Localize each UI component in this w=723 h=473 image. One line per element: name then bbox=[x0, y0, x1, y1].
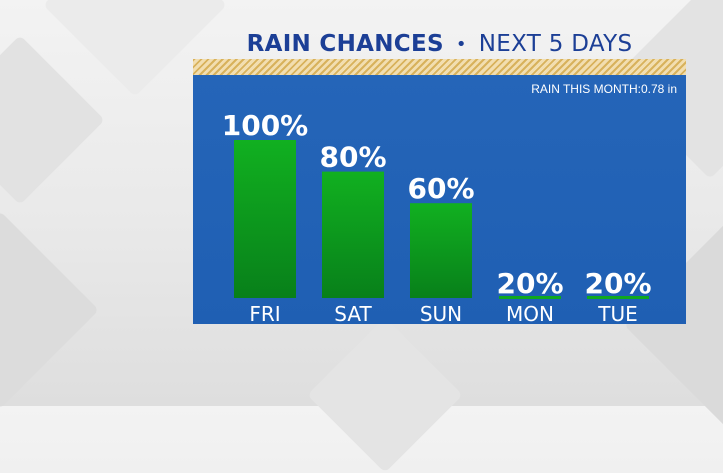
bar-tue bbox=[587, 296, 649, 299]
value-label-sat: 80% bbox=[319, 141, 386, 174]
value-label-mon: 20% bbox=[496, 267, 563, 300]
category-label-tue: TUE bbox=[597, 302, 638, 324]
bar-sun bbox=[410, 203, 472, 298]
bar-sat bbox=[322, 171, 384, 298]
header-stripe bbox=[193, 59, 686, 75]
bg-diamond bbox=[0, 35, 105, 205]
chart-title: RAIN CHANCES bbox=[246, 31, 444, 57]
bar-mon bbox=[499, 296, 561, 299]
chart-panel: RAIN THIS MONTH:0.78 in 100% FRI 80% SAT 60%… bbox=[193, 75, 686, 324]
value-label-fri: 100% bbox=[222, 109, 309, 142]
category-label-sat: SAT bbox=[334, 302, 372, 324]
bar-fri bbox=[234, 140, 296, 298]
title-separator: • bbox=[455, 33, 467, 55]
bg-diamond bbox=[307, 317, 463, 473]
category-label-mon: MON bbox=[506, 302, 554, 324]
value-label-sun: 60% bbox=[407, 172, 474, 205]
value-label-tue: 20% bbox=[584, 267, 651, 300]
rain-this-month: RAIN THIS MONTH:0.78 in bbox=[531, 82, 677, 96]
category-label-fri: FRI bbox=[249, 302, 280, 324]
chart-header: RAIN CHANCES • NEXT 5 DAYS bbox=[193, 25, 686, 63]
bg-diamond bbox=[0, 211, 99, 409]
category-label-sun: SUN bbox=[420, 302, 462, 324]
chart-subtitle: NEXT 5 DAYS bbox=[478, 31, 633, 57]
